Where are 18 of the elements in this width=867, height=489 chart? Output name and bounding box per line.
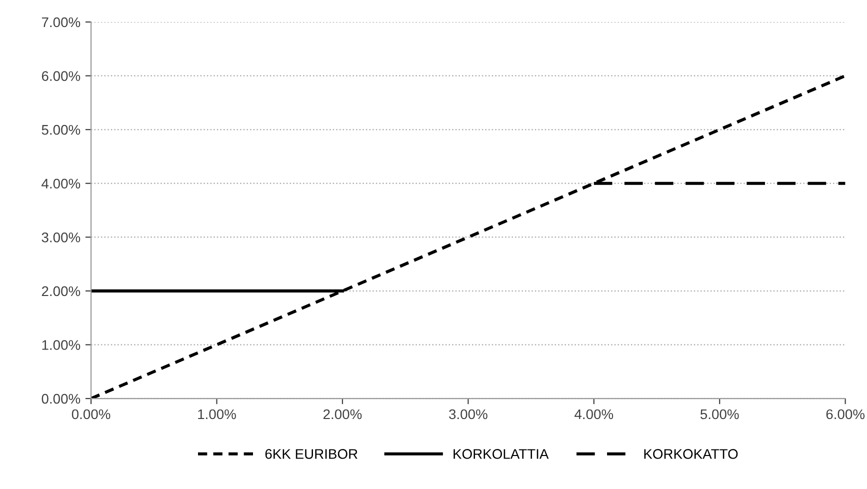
y-tick-label: 3.00%: [42, 232, 80, 242]
legend-label: KORKOLATTIA: [454, 449, 549, 459]
x-tick-label: 1.00%: [198, 409, 236, 420]
y-tick-label: 7.00%: [42, 17, 80, 28]
x-tick-label: 3.00%: [449, 409, 488, 420]
y-tick-label: 0.00%: [42, 394, 80, 404]
x-tick-label: 4.00%: [574, 409, 614, 420]
x-tick-label: 5.00%: [700, 409, 739, 420]
x-tick-label: 2.00%: [323, 409, 362, 420]
legend-label: 6KK EURIBOR: [265, 449, 358, 459]
y-tick-label: 2.00%: [42, 286, 80, 296]
x-tick-label: 0.00%: [72, 409, 110, 420]
legend-label: KORKOKATTO: [644, 449, 738, 459]
y-tick-label: 4.00%: [42, 178, 80, 189]
y-tick-label: 5.00%: [42, 124, 80, 135]
x-tick-label: 6.00%: [826, 409, 865, 420]
y-tick-label: 6.00%: [42, 71, 80, 81]
y-tick-label: 1.00%: [42, 340, 80, 350]
